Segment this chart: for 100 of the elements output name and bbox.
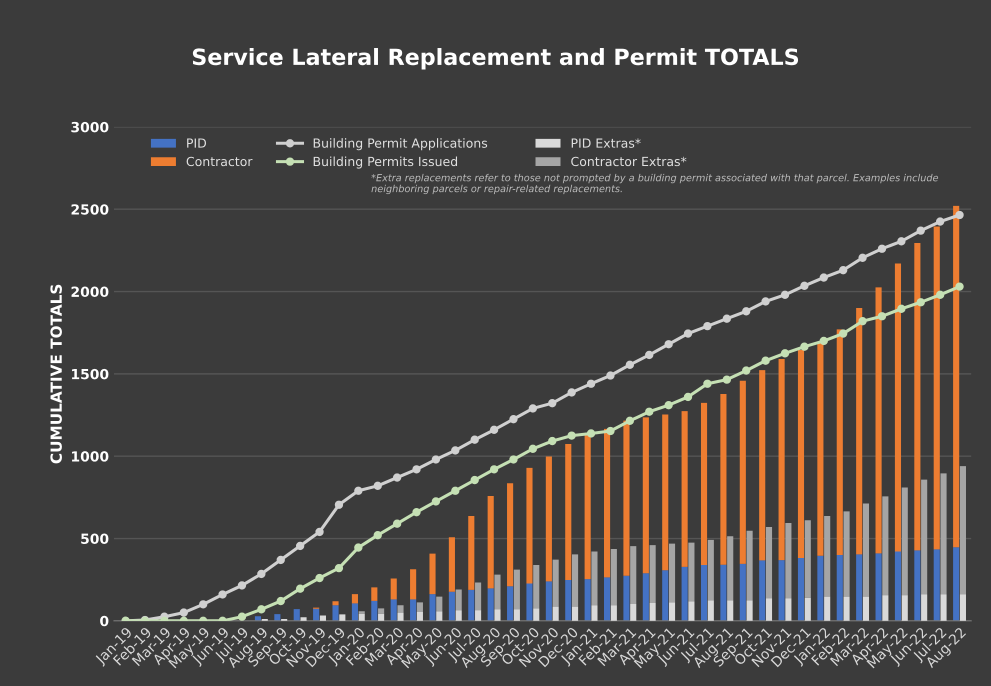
point: [432, 455, 440, 464]
point: [490, 465, 498, 474]
point: [684, 329, 692, 338]
point: [392, 473, 402, 482]
bar: [274, 614, 280, 621]
point: [664, 340, 673, 348]
point: [296, 542, 304, 550]
bar: [352, 594, 358, 604]
point: [897, 237, 906, 246]
point: [412, 508, 421, 516]
point: [354, 486, 362, 495]
point: [548, 399, 556, 408]
chart-title: Service Lateral Replacement and Permit TOTALS: [192, 48, 798, 70]
point: [664, 400, 673, 410]
point: [586, 380, 596, 388]
point: [567, 388, 576, 397]
bar: [546, 456, 552, 582]
bar: [836, 329, 843, 555]
point: [528, 444, 538, 453]
bar: [778, 359, 785, 560]
legend-label: Building Permits Issued: [314, 156, 458, 169]
point: [703, 380, 712, 388]
bar: [410, 569, 416, 600]
point: [742, 366, 750, 375]
point: [820, 336, 828, 346]
point: [490, 426, 498, 434]
bar: [332, 601, 339, 606]
y-tick-label: 0: [100, 616, 108, 626]
point: [626, 416, 634, 425]
point: [276, 556, 285, 564]
point: [509, 414, 518, 424]
point: [858, 317, 867, 326]
bar: [352, 603, 358, 621]
point: [374, 531, 382, 540]
bar: [914, 242, 920, 550]
bar: [313, 608, 320, 621]
point: [936, 290, 944, 300]
point: [761, 356, 770, 365]
point: [374, 482, 382, 490]
point: [509, 455, 518, 464]
bar: [584, 434, 591, 580]
point: [470, 436, 479, 444]
bar: [798, 350, 804, 558]
bar: [390, 599, 397, 621]
y-tick-label: 2000: [72, 286, 108, 298]
point: [916, 226, 925, 235]
point: [392, 520, 402, 528]
bar: [507, 483, 514, 586]
point: [916, 298, 925, 306]
bar: [720, 394, 726, 565]
point: [315, 528, 324, 536]
point: [470, 476, 479, 484]
legend-label: Contractor: [186, 156, 252, 166]
point: [606, 426, 615, 436]
point: [548, 436, 556, 446]
point: [645, 350, 654, 360]
point: [257, 570, 266, 578]
bar: [817, 342, 824, 556]
bar: [740, 380, 746, 564]
point: [742, 307, 750, 316]
point: [606, 371, 615, 380]
bar: [953, 206, 960, 548]
point: [858, 254, 867, 262]
bar: [332, 605, 339, 621]
y-tick-label: 1500: [72, 368, 108, 380]
point: [296, 584, 304, 593]
point: [451, 486, 460, 495]
point: [354, 543, 362, 552]
point: [761, 297, 770, 306]
point: [528, 404, 538, 413]
y-tick-label: 2500: [72, 204, 108, 215]
bar: [526, 468, 533, 584]
y-tick-label: 1000: [72, 451, 108, 462]
bar: [623, 420, 630, 576]
point: [820, 273, 828, 282]
point: [722, 375, 731, 384]
point: [412, 465, 421, 474]
point: [180, 608, 188, 617]
point: [722, 314, 731, 323]
point: [199, 600, 208, 609]
bar: [371, 587, 378, 601]
point: [839, 329, 848, 338]
bar: [378, 608, 384, 614]
point: [334, 564, 344, 572]
bar: [876, 287, 882, 554]
point: [315, 574, 324, 582]
point: [780, 290, 790, 300]
bar: [254, 616, 262, 621]
bar: [488, 496, 494, 588]
bar: [856, 308, 862, 554]
point: [878, 312, 886, 320]
legend-label: Contractor Extras*: [571, 156, 686, 166]
point: [645, 408, 654, 416]
point: [586, 429, 596, 438]
point: [451, 446, 460, 455]
point: [955, 210, 964, 220]
legend-label: PID Extras*: [572, 138, 641, 148]
bar: [759, 370, 766, 560]
point: [955, 282, 964, 291]
bar: [410, 599, 416, 621]
